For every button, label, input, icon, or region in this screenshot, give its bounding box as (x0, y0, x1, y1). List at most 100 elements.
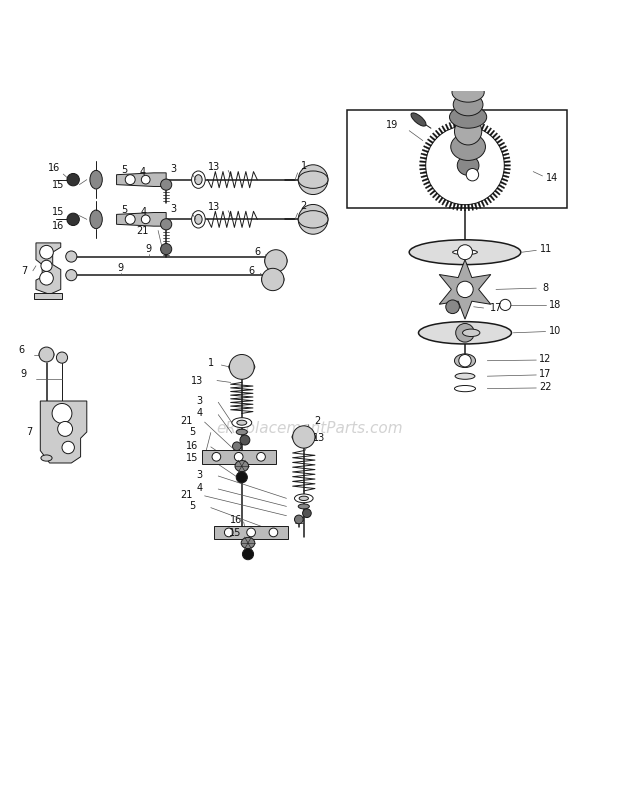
Polygon shape (438, 128, 443, 134)
Polygon shape (420, 164, 426, 166)
Polygon shape (481, 200, 485, 207)
Circle shape (224, 528, 233, 537)
Text: 7: 7 (27, 427, 33, 437)
Polygon shape (420, 168, 426, 170)
Ellipse shape (232, 418, 252, 427)
Text: 15: 15 (229, 528, 242, 538)
Polygon shape (484, 126, 489, 132)
Text: 15: 15 (51, 207, 64, 217)
Text: 21: 21 (180, 416, 192, 426)
Circle shape (257, 452, 265, 461)
Ellipse shape (450, 106, 487, 128)
Polygon shape (445, 200, 449, 207)
Polygon shape (423, 145, 430, 150)
Ellipse shape (292, 431, 316, 443)
Ellipse shape (455, 373, 475, 379)
Polygon shape (449, 202, 453, 209)
Polygon shape (490, 195, 495, 200)
Text: 2: 2 (314, 416, 321, 426)
Ellipse shape (195, 214, 202, 225)
Polygon shape (427, 139, 433, 144)
Circle shape (240, 435, 250, 445)
Text: 17: 17 (490, 303, 502, 313)
Ellipse shape (463, 329, 480, 337)
Ellipse shape (418, 322, 511, 344)
Text: 8: 8 (542, 282, 549, 293)
Polygon shape (441, 199, 446, 205)
Text: 3: 3 (170, 204, 177, 214)
Circle shape (466, 168, 479, 181)
Polygon shape (453, 121, 456, 128)
Polygon shape (445, 124, 449, 130)
Ellipse shape (298, 171, 328, 188)
Polygon shape (456, 120, 459, 127)
Circle shape (229, 354, 254, 379)
Polygon shape (202, 450, 276, 464)
Polygon shape (495, 136, 500, 141)
Polygon shape (435, 195, 440, 200)
Polygon shape (430, 136, 435, 141)
Polygon shape (481, 124, 485, 130)
Text: 10: 10 (549, 326, 561, 336)
Polygon shape (420, 157, 427, 160)
Text: 9: 9 (146, 244, 152, 254)
Circle shape (269, 528, 278, 537)
Polygon shape (477, 202, 481, 209)
Polygon shape (492, 192, 498, 198)
Text: 9: 9 (20, 370, 26, 379)
Circle shape (298, 205, 328, 234)
Polygon shape (504, 168, 510, 170)
Circle shape (459, 354, 471, 367)
Polygon shape (497, 187, 503, 192)
Circle shape (62, 441, 74, 454)
Polygon shape (432, 192, 438, 198)
Polygon shape (477, 123, 481, 129)
Polygon shape (214, 525, 288, 539)
Polygon shape (427, 187, 433, 192)
Circle shape (67, 173, 79, 186)
Ellipse shape (41, 455, 52, 461)
Polygon shape (502, 178, 508, 181)
Polygon shape (456, 204, 459, 210)
Circle shape (265, 249, 287, 272)
Polygon shape (420, 160, 426, 163)
Text: 9: 9 (118, 263, 124, 273)
Text: 22: 22 (539, 383, 552, 392)
Polygon shape (425, 184, 432, 188)
Text: 4: 4 (141, 207, 147, 217)
Circle shape (500, 299, 511, 310)
Circle shape (262, 269, 284, 290)
Polygon shape (461, 205, 463, 211)
Text: 1: 1 (208, 358, 214, 367)
Polygon shape (500, 145, 507, 150)
Polygon shape (439, 260, 491, 319)
Circle shape (234, 452, 243, 461)
Polygon shape (467, 120, 469, 127)
Polygon shape (432, 133, 438, 138)
Ellipse shape (462, 57, 474, 69)
Ellipse shape (294, 494, 313, 503)
Polygon shape (492, 133, 498, 138)
Bar (347, 110, 567, 208)
Text: 6: 6 (248, 265, 254, 276)
Ellipse shape (298, 211, 328, 228)
Text: 12: 12 (539, 354, 552, 364)
Polygon shape (36, 243, 61, 294)
Circle shape (293, 426, 315, 448)
Polygon shape (498, 142, 505, 147)
Bar (34, 293, 62, 298)
Ellipse shape (229, 361, 255, 373)
Polygon shape (500, 181, 507, 185)
Polygon shape (438, 197, 443, 203)
Ellipse shape (454, 118, 482, 145)
Text: 5: 5 (121, 164, 127, 175)
Text: 7: 7 (22, 265, 28, 276)
Polygon shape (422, 178, 428, 181)
Ellipse shape (452, 83, 484, 102)
Polygon shape (490, 130, 495, 136)
Polygon shape (40, 401, 87, 463)
Circle shape (125, 175, 135, 184)
Circle shape (66, 251, 77, 262)
Text: 16: 16 (186, 440, 198, 451)
Text: 5: 5 (189, 427, 195, 437)
